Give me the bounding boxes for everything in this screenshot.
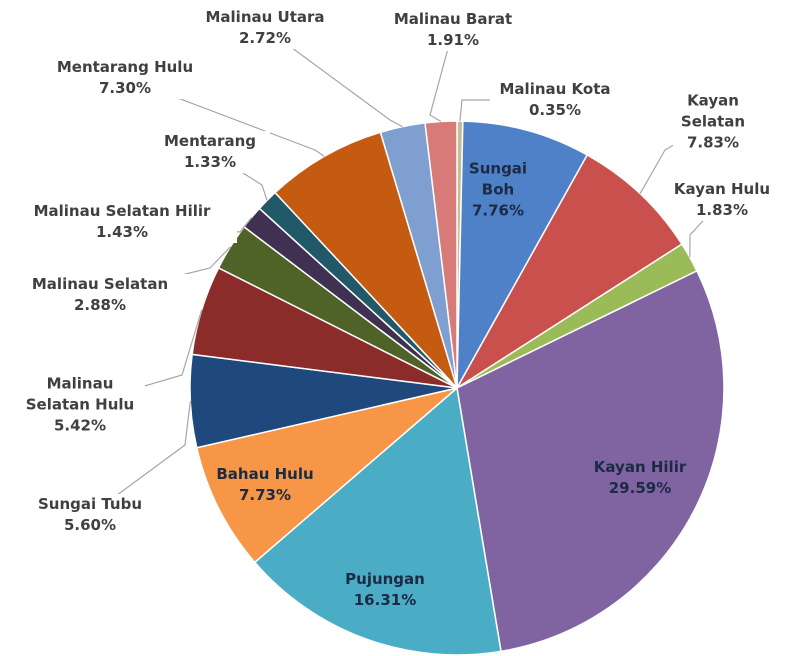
category-label: Mentarang Hulu [56,58,194,76]
slice-label: Kayan Hulu 1.83% [667,179,777,221]
category-label: Malinau Selatan [31,275,169,293]
percent-label: 5.60% [63,516,117,534]
percent-label: 1.33% [183,153,237,171]
slice-label: Malinau Utara 2.72% [205,7,325,49]
percent-label: 1.43% [95,223,149,241]
slice-label: Malinau Selatan Hilir 1.43% [7,201,237,243]
percent-label: 0.35% [528,101,582,119]
percent-label: 1.83% [695,201,749,219]
category-label: Mentarang [163,132,256,150]
slice-label: Malinau Kota 0.35% [490,79,620,121]
category-label: Malinau Selatan Hulu [25,374,135,414]
category-label: Kayan Hilir [593,458,687,476]
percent-label: 5.42% [53,416,107,435]
percent-label: 7.73% [238,486,292,504]
pie-slice [456,120,589,389]
slice-label: Kayan Selatan 7.83% [673,90,753,154]
leader-line [429,29,454,122]
percent-label: 1.91% [426,31,480,49]
slice-label: Mentarang 1.33% [150,131,270,173]
slice-label: Malinau Selatan Hulu 5.42% [15,373,145,437]
category-label: Kayan Hulu [673,180,771,198]
slice-label: Pujungan 16.31% [330,569,440,611]
leader-line [124,77,325,157]
pie-slice [456,269,725,653]
percent-label: 7.30% [98,79,152,97]
percent-label: 7.76% [471,201,525,220]
slice-label: Sungai Tubu 5.60% [15,494,165,536]
pie-slice [274,131,458,389]
slice-label: Kayan Hilir 29.59% [585,457,695,499]
category-label: Malinau Selatan Hilir [33,202,211,220]
category-label: Kayan Selatan [680,91,746,131]
percent-label: 2.88% [73,296,127,314]
category-label: Sungai Boh [468,159,528,199]
category-label: Malinau Barat [393,10,513,28]
category-label: Bahau Hulu [216,465,314,483]
pie-slice [253,386,502,656]
slice-label: Mentarang Hulu 7.30% [35,57,215,99]
percent-label: 29.59% [608,479,672,497]
slice-label: Bahau Hulu 7.73% [210,464,320,506]
leader-line [264,27,403,128]
slice-label: Malinau Selatan 2.88% [10,274,190,316]
percent-label: 7.83% [686,133,740,152]
leader-line [89,401,191,516]
category-label: Malinau Utara [205,8,325,26]
slice-label: Sungai Boh 7.76% [458,159,538,222]
slice-label: Malinau Barat 1.91% [393,9,513,51]
percent-label: 2.72% [238,29,292,47]
category-label: Malinau Kota [499,80,611,98]
category-label: Pujungan [345,570,425,588]
percent-label: 16.31% [353,591,417,609]
category-label: Sungai Tubu [37,495,143,513]
pie-slice [195,387,458,564]
